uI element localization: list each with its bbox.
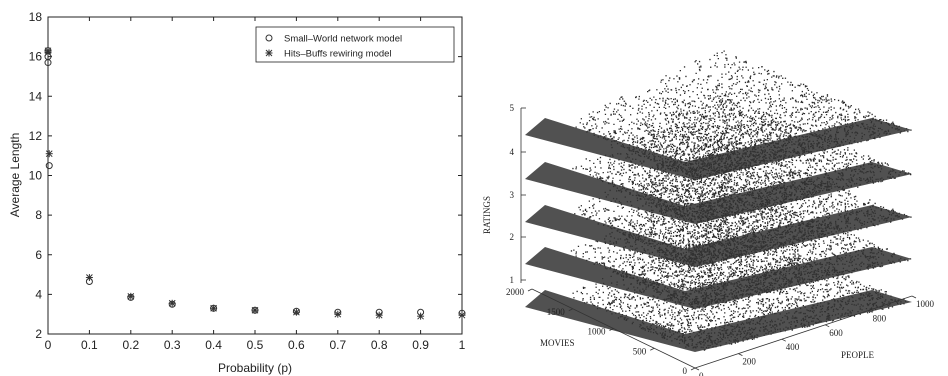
movies-tick-label: 2000 bbox=[506, 287, 525, 297]
movies-tick-mark bbox=[650, 347, 655, 351]
left-x-axis-label: Probability (p) bbox=[218, 361, 292, 375]
left-chart: 2 4 6 8 10 12 14 16 18 0 0.1 0.2 0.3 0.4 0.5 0.6 0.7 0.8… bbox=[8, 10, 466, 375]
point-hits-buffs bbox=[44, 47, 52, 55]
people-tick-label: 0 bbox=[699, 371, 704, 376]
y-tick-label: 16 bbox=[29, 50, 43, 64]
people-tick-mark bbox=[911, 295, 917, 299]
people-tick-mark bbox=[781, 338, 786, 342]
people-tick-label: 400 bbox=[786, 342, 800, 352]
people-tick-mark bbox=[694, 367, 700, 371]
movies-tick-label: 1000 bbox=[588, 327, 607, 337]
legend-box bbox=[255, 26, 455, 63]
movies-tick-mark bbox=[690, 367, 696, 371]
y-tick-label: 12 bbox=[29, 129, 43, 143]
movies-tick-mark bbox=[568, 308, 573, 312]
point-hits-buffs bbox=[85, 274, 93, 282]
x-tick-label: 0.2 bbox=[122, 338, 139, 352]
people-tick-label: 1000 bbox=[916, 299, 935, 309]
point-hits-buffs bbox=[292, 308, 300, 316]
people-tick-mark bbox=[738, 353, 743, 356]
z-tick-label: 2 bbox=[510, 232, 515, 242]
x-tick-label: 0.1 bbox=[81, 338, 98, 352]
left-legend: Small–World network model Hits–Buffs rew… bbox=[255, 26, 455, 63]
rating-layer bbox=[525, 98, 912, 224]
rating-layers bbox=[525, 50, 912, 352]
legend-entry-hits-buffs: Hits–Buffs rewiring model bbox=[284, 49, 392, 60]
movies-tick-mark bbox=[527, 288, 533, 292]
x-tick-label: 0.4 bbox=[205, 338, 222, 352]
y-tick-label: 18 bbox=[29, 10, 43, 24]
x-tick-label: 0.6 bbox=[288, 338, 305, 352]
x-tick-label: 0.7 bbox=[329, 338, 346, 352]
rating-layer bbox=[525, 50, 912, 181]
z-tick-label: 1 bbox=[510, 275, 515, 285]
left-x-tick-labels: 0 0.1 0.2 0.3 0.4 0.5 0.6 0.7 0.8 0.9 1 bbox=[45, 338, 466, 352]
left-axis-ticks bbox=[47, 16, 463, 335]
people-tick-label: 600 bbox=[829, 328, 843, 338]
y-tick-label: 6 bbox=[35, 248, 42, 262]
point-hits-buffs bbox=[210, 304, 218, 312]
x-tick-label: 0.8 bbox=[371, 338, 388, 352]
left-y-tick-labels: 2 4 6 8 10 12 14 16 18 bbox=[29, 10, 43, 341]
right-axis-ticks: 1 2 3 4 5 0 500 1000 1500 2000 0 200 400 600 800 1000 bbox=[506, 103, 935, 376]
movies-tick-label: 1500 bbox=[547, 307, 566, 317]
point-hits-buffs bbox=[458, 311, 466, 319]
rating-layer bbox=[525, 137, 912, 268]
z-tick-label: 3 bbox=[510, 190, 515, 200]
movies-axis-label: MOVIES bbox=[540, 338, 575, 348]
x-tick-label: 0.9 bbox=[412, 338, 429, 352]
legend-entry-small-world: Small–World network model bbox=[284, 34, 402, 45]
people-tick-label: 200 bbox=[742, 357, 756, 367]
point-hits-buffs bbox=[417, 312, 425, 320]
point-hits-buffs bbox=[375, 311, 383, 319]
legend-circle-marker bbox=[265, 34, 273, 42]
left-data-points bbox=[44, 47, 466, 320]
point-small-world bbox=[45, 162, 53, 170]
x-tick-label: 0.3 bbox=[164, 338, 181, 352]
movies-tick-label: 500 bbox=[633, 346, 647, 356]
legend-star-marker bbox=[265, 49, 273, 57]
point-hits-buffs bbox=[168, 299, 176, 307]
x-tick-label: 1 bbox=[459, 338, 466, 352]
x-tick-label: 0.5 bbox=[247, 338, 264, 352]
point-hits-buffs bbox=[334, 310, 342, 318]
movies-tick-label: 0 bbox=[683, 366, 688, 376]
left-y-axis-label: Average Length bbox=[8, 133, 22, 218]
z-axis-label: RATINGS bbox=[482, 196, 492, 234]
z-tick-label: 5 bbox=[510, 103, 515, 113]
people-tick-mark bbox=[825, 324, 830, 328]
point-hits-buffs bbox=[45, 150, 53, 158]
y-tick-label: 10 bbox=[29, 169, 43, 183]
z-tick-label: 4 bbox=[510, 147, 515, 157]
y-tick-label: 4 bbox=[35, 287, 42, 301]
y-tick-label: 14 bbox=[29, 89, 43, 103]
rating-layer bbox=[525, 183, 912, 310]
x-tick-label: 0 bbox=[45, 338, 52, 352]
point-hits-buffs bbox=[251, 306, 259, 314]
people-tick-label: 800 bbox=[873, 313, 887, 323]
right-3d-chart: 1 2 3 4 5 0 500 1000 1500 2000 0 200 400 600 800 1000 R… bbox=[482, 50, 935, 376]
people-tick-mark bbox=[868, 310, 873, 313]
y-tick-label: 2 bbox=[35, 327, 42, 341]
movies-tick-mark bbox=[609, 328, 614, 331]
people-axis-label: PEOPLE bbox=[841, 350, 875, 360]
point-hits-buffs bbox=[127, 292, 135, 300]
left-plot-frame bbox=[47, 16, 463, 335]
y-tick-label: 8 bbox=[35, 208, 42, 222]
